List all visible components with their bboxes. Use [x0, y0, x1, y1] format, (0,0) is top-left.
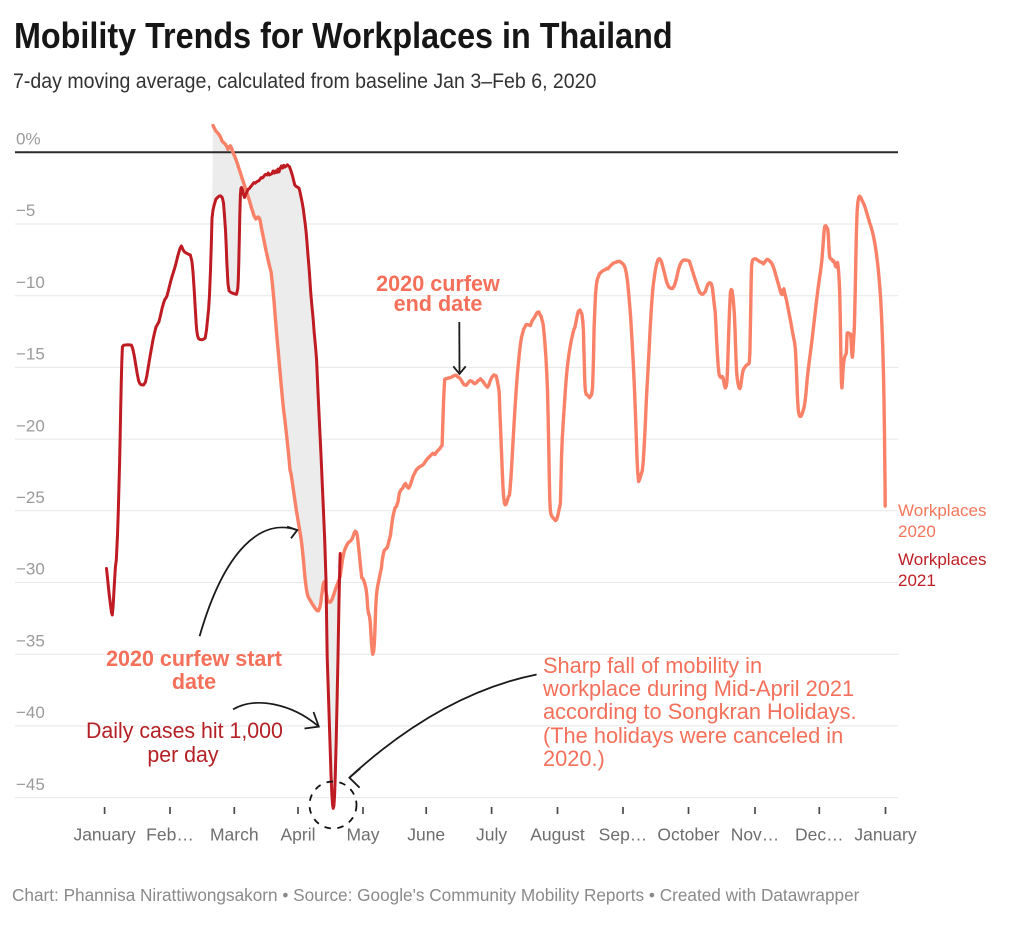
svg-text:−45: −45 — [16, 775, 45, 794]
svg-text:−10: −10 — [16, 273, 45, 292]
svg-text:Sep…: Sep… — [599, 825, 648, 845]
svg-text:August: August — [530, 825, 585, 845]
svg-text:−15: −15 — [16, 345, 45, 364]
svg-text:Feb…: Feb… — [146, 825, 194, 845]
svg-text:October: October — [657, 825, 719, 845]
svg-text:−40: −40 — [16, 703, 45, 722]
svg-text:May: May — [346, 825, 379, 845]
svg-text:−20: −20 — [16, 416, 45, 435]
svg-text:−5: −5 — [16, 201, 35, 220]
svg-text:April: April — [280, 825, 315, 845]
svg-text:Dec…: Dec… — [795, 825, 844, 845]
svg-text:0%: 0% — [16, 130, 41, 149]
svg-text:January: January — [854, 825, 917, 845]
svg-text:−30: −30 — [16, 560, 45, 579]
svg-text:June: June — [407, 825, 445, 845]
svg-text:January: January — [73, 825, 136, 845]
svg-text:July: July — [476, 825, 507, 845]
svg-text:−25: −25 — [16, 488, 45, 507]
svg-text:−35: −35 — [16, 631, 45, 650]
svg-text:Nov…: Nov… — [731, 825, 780, 845]
svg-text:March: March — [210, 825, 259, 845]
